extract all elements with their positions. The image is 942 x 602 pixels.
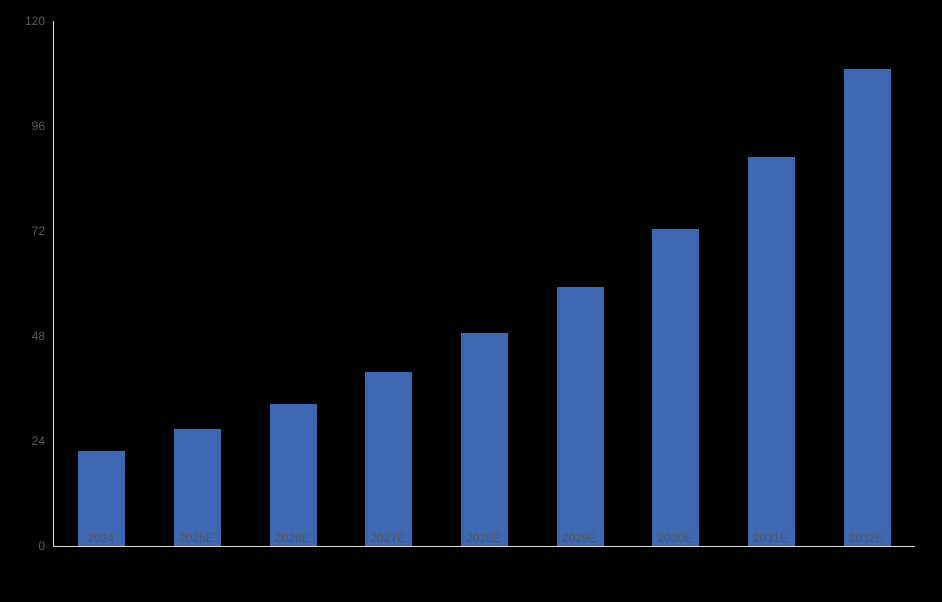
x-tick-label: 2027E: [370, 531, 406, 545]
x-tick-label: 2030E: [657, 531, 693, 545]
y-axis-tick-labels: 0 24 48 72 96 120: [0, 15, 45, 552]
x-tick-label: 2032E: [848, 531, 884, 545]
bar-2030E: [652, 229, 700, 546]
bar-2031E: [748, 157, 795, 546]
x-tick-label: 2026E: [274, 531, 310, 545]
y-tick-label: 72: [31, 224, 45, 238]
y-tick-label: 96: [31, 119, 45, 133]
bar-2024: [78, 451, 126, 546]
bar-2029E: [556, 287, 604, 546]
x-tick-label: 2029E: [561, 531, 597, 545]
bar-2025E: [174, 429, 221, 546]
y-tick-label: 0: [38, 539, 45, 553]
y-tick-label: 120: [24, 14, 45, 28]
x-tick-label: 2024: [87, 531, 115, 545]
plot-area: [53, 21, 915, 547]
x-tick-label: 2028E: [466, 531, 501, 545]
y-tick-label: 24: [31, 434, 45, 448]
x-tick-label: 2025E: [179, 531, 214, 545]
x-tick-label: 2031E: [753, 531, 788, 545]
y-tick-label: 48: [31, 329, 45, 343]
bar-2026E: [269, 404, 317, 546]
bar-2032E: [843, 69, 891, 546]
bar-2027E: [365, 372, 413, 546]
bar-2028E: [461, 333, 508, 546]
